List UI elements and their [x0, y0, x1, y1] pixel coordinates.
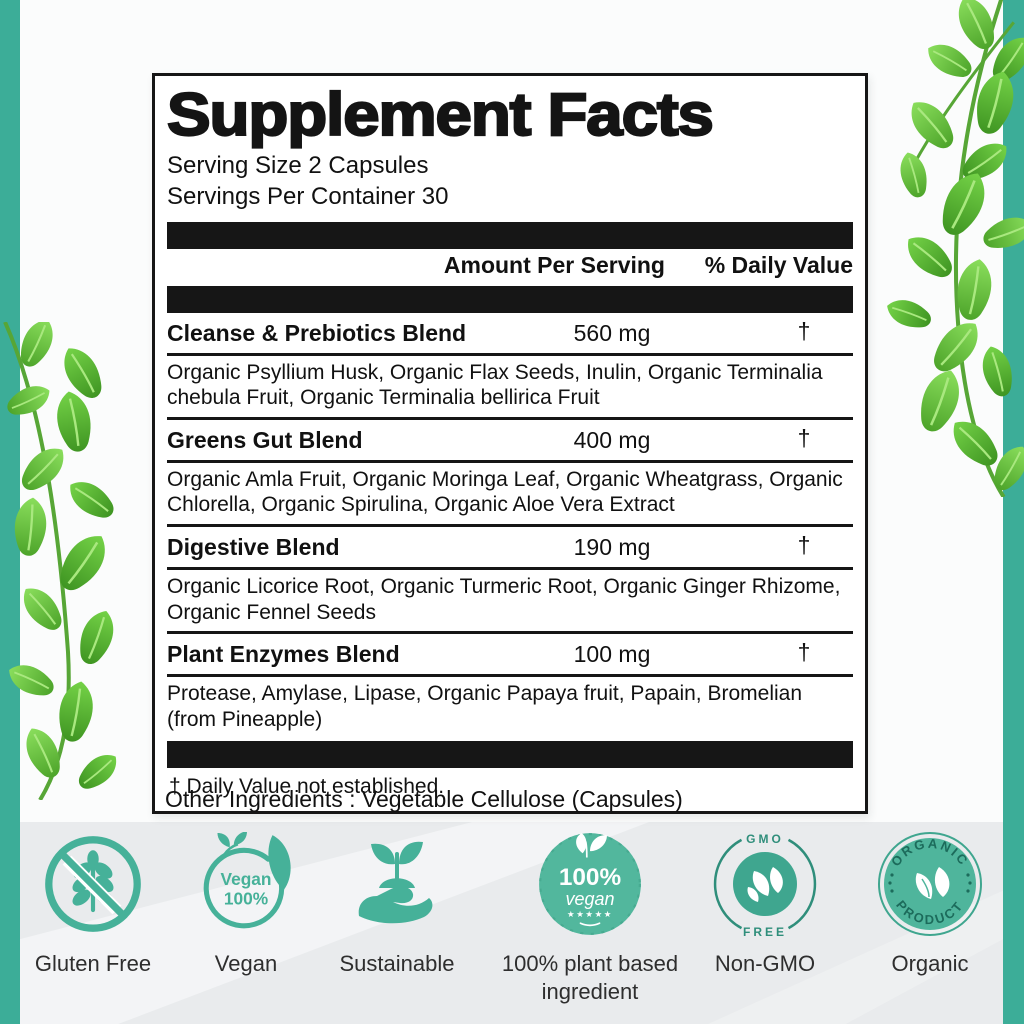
plant-badge-stars: ★★★★★	[567, 909, 613, 919]
moringa-leaves-right-decoration	[881, 0, 1024, 497]
panel-title: Supplement Facts	[166, 81, 715, 148]
rule	[167, 567, 853, 571]
badge-sustainable: Sustainable	[317, 830, 477, 978]
blend-name: Digestive Blend	[167, 534, 340, 561]
column-header-row: Amount Per Serving % Daily Value	[167, 249, 853, 286]
plant-based-icon: 100% vegan ★★★★★	[537, 830, 643, 938]
blend-ingredients: Organic Psyllium Husk, Organic Flax Seed…	[167, 360, 823, 410]
blend-ingredients: Organic Licorice Root, Organic Turmeric …	[167, 575, 841, 624]
divider-bar-bottom	[167, 740, 853, 768]
rule	[167, 416, 853, 420]
blend-amount: 400 mg	[573, 426, 651, 453]
badge-label: Organic	[891, 951, 969, 976]
badge-vegan: Vegan 100% Vegan	[166, 830, 326, 978]
moringa-leaves-left-decoration	[2, 322, 125, 800]
blend-daily-value: †	[797, 532, 811, 559]
daily-value-header: % Daily Value	[704, 251, 853, 278]
sustainable-icon	[347, 830, 447, 938]
blend-row: Cleanse & Prebiotics Blend 560 mg †	[167, 313, 853, 353]
badge-label: Sustainable	[339, 951, 455, 976]
vegan-icon: Vegan 100%	[193, 830, 299, 938]
serving-size: Serving Size 2 Capsules	[167, 152, 429, 180]
non-gmo-ring-top: GMO	[746, 832, 784, 846]
blend-daily-value: †	[797, 639, 811, 666]
non-gmo-icon: GMO FREE	[710, 830, 820, 939]
right-accent-bar	[1003, 0, 1024, 1024]
blend-row: Digestive Blend 190 mg †	[167, 527, 853, 567]
badge-label: 100% plant based ingredient	[501, 951, 679, 1004]
plant-badge-text-2: vegan	[565, 889, 614, 909]
badge-plant-based: 100% vegan ★★★★★ 100% plant based ingred…	[475, 830, 705, 1005]
blend-ingredients: Organic Amla Fruit, Organic Moringa Leaf…	[167, 467, 843, 517]
plant-badge-text-1: 100%	[559, 864, 622, 891]
blend-name: Greens Gut Blend	[167, 426, 363, 453]
rule	[167, 459, 853, 463]
rule	[167, 631, 853, 635]
other-ingredients: Other Ingredients : Vegetable Cellulose …	[165, 786, 683, 812]
gluten-free-icon	[41, 830, 145, 938]
non-gmo-ring-bottom: FREE	[743, 925, 787, 939]
blend-amount: 100 mg	[573, 641, 651, 668]
divider-bar-header	[167, 285, 853, 313]
servings-per-container: Servings Per Container 30	[167, 182, 449, 210]
rule	[167, 674, 853, 678]
vegan-icon-text-2: 100%	[224, 888, 268, 908]
left-accent-bar	[0, 0, 20, 1024]
badge-label: Vegan	[214, 951, 278, 976]
divider-bar-top	[167, 221, 853, 249]
badge-label: Gluten Free	[34, 951, 152, 976]
vegan-icon-text-1: Vegan	[221, 869, 272, 889]
blend-daily-value: †	[797, 424, 811, 451]
blend-row: Greens Gut Blend 400 mg †	[167, 420, 853, 460]
badge-organic: ORGANIC PRODUCT Organic	[850, 830, 1010, 978]
supplement-facts-panel: Supplement Facts Serving Size 2 Capsules…	[152, 73, 868, 814]
blend-daily-value: †	[797, 317, 811, 344]
blend-name: Cleanse & Prebiotics Blend	[167, 319, 467, 346]
badge-gluten-free: Gluten Free	[13, 830, 173, 978]
blend-row: Plant Enzymes Blend 100 mg †	[167, 634, 853, 674]
badge-non-gmo: GMO FREE Non-GMO	[685, 830, 845, 978]
blend-name: Plant Enzymes Blend	[167, 641, 400, 668]
amount-per-serving-header: Amount Per Serving	[443, 251, 665, 278]
rule	[167, 352, 853, 356]
badge-label: Non-GMO	[714, 951, 816, 976]
organic-icon: ORGANIC PRODUCT	[875, 830, 985, 938]
blend-amount: 190 mg	[573, 534, 651, 561]
rule	[167, 524, 853, 528]
daily-value-footnote: † Daily Value not established.	[169, 774, 445, 798]
blend-amount: 560 mg	[573, 319, 651, 346]
blend-ingredients: Protease, Amylase, Lipase, Organic Papay…	[167, 682, 803, 731]
